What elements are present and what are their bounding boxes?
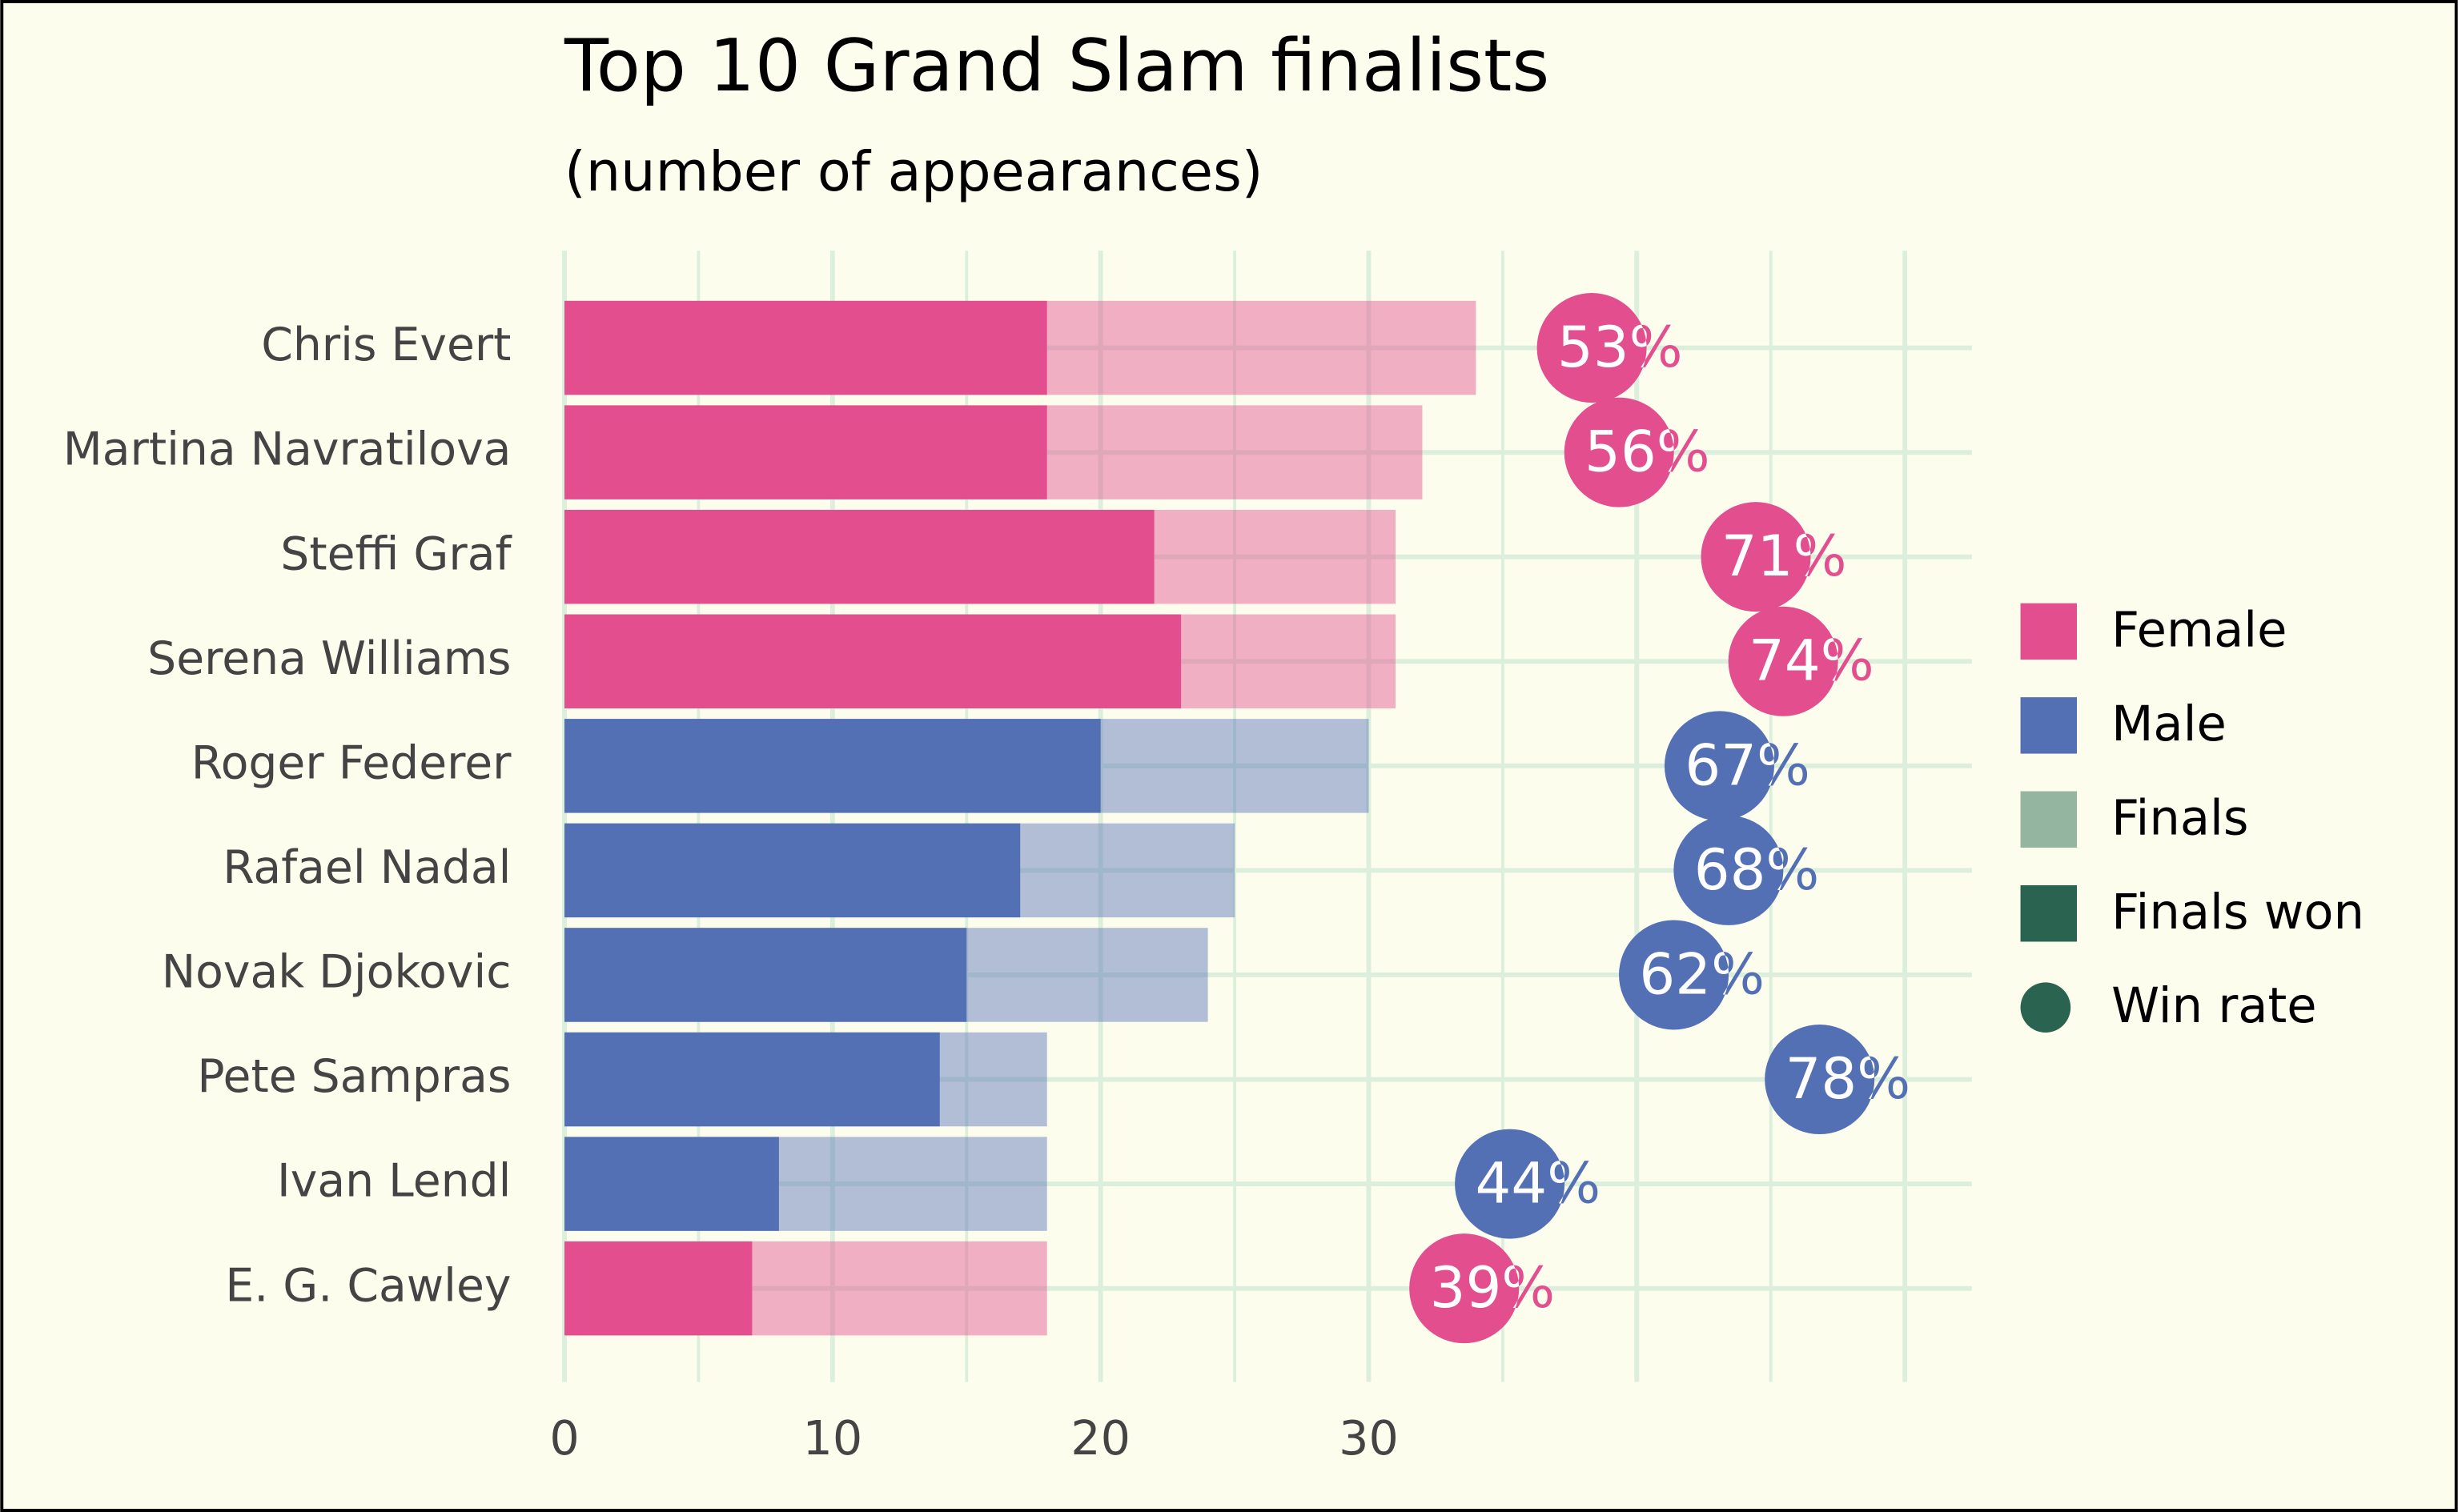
win-rate-label-inner: 67%	[1685, 732, 1810, 798]
chart-subtitle: (number of appearances)	[564, 140, 1263, 204]
win-rate-label-inner: 62%	[1639, 941, 1765, 1007]
chart-title: Top 10 Grand Slam finalists	[564, 24, 1549, 108]
win-rate-point	[1409, 1233, 1520, 1344]
y-tick-label: Rafael Nadal	[223, 841, 511, 894]
win-rate-point	[1728, 606, 1838, 716]
y-tick-label: Ivan Lendl	[277, 1155, 511, 1208]
legend-swatch	[2020, 982, 2071, 1033]
win-rate-label-inner: 44%	[1476, 1151, 1601, 1217]
x-tick-label: 30	[1339, 1410, 1399, 1466]
win-rate-point	[1701, 502, 1811, 612]
win-rate-point	[1765, 1025, 1875, 1135]
x-tick-label: 10	[802, 1410, 862, 1466]
y-tick-label: Pete Sampras	[197, 1050, 511, 1103]
x-tick-label: 0	[549, 1410, 579, 1466]
legend-swatch	[2020, 884, 2078, 942]
win-rate-label: 56%	[1584, 419, 1710, 485]
legend-label: Finals won	[2111, 884, 2364, 940]
legend-label: Finals	[2111, 790, 2248, 846]
win-rate-label: 62%	[1639, 941, 1765, 1007]
legend-swatch	[2020, 791, 2078, 848]
legend-label: Win rate	[2111, 978, 2316, 1034]
win-rate-label-inner: 74%	[1749, 628, 1874, 694]
win-rate-label: 74%	[1749, 628, 1874, 694]
y-tick-label: Roger Federer	[191, 736, 512, 789]
finals-won-bar	[564, 823, 1021, 918]
finals-won-bar	[564, 1137, 779, 1231]
win-rate-label-inner: 56%	[1584, 419, 1710, 485]
finals-won-bar	[564, 928, 967, 1022]
y-tick-label: Novak Djokovic	[162, 946, 512, 999]
y-tick-label: E. G. Cawley	[225, 1259, 511, 1312]
finals-won-bar	[564, 509, 1155, 604]
win-rate-label: 68%	[1694, 837, 1820, 903]
win-rate-point	[1619, 920, 1729, 1030]
win-rate-label: 67%	[1685, 732, 1810, 798]
y-tick-label: Martina Navratilova	[63, 423, 512, 476]
y-tick-label: Steffi Graf	[280, 527, 512, 580]
finals-won-bar	[564, 614, 1182, 708]
legend-swatch	[2020, 697, 2078, 754]
y-tick-label: Chris Evert	[261, 319, 511, 371]
win-rate-label: 39%	[1430, 1255, 1556, 1321]
win-rate-label-inner: 71%	[1721, 523, 1847, 589]
win-rate-label-inner: 39%	[1430, 1255, 1556, 1321]
win-rate-point	[1564, 397, 1674, 507]
win-rate-label-inner: 68%	[1694, 837, 1820, 903]
finals-won-bar	[564, 300, 1047, 395]
win-rate-label: 78%	[1785, 1046, 1911, 1112]
legend-label: Male	[2111, 696, 2227, 752]
legend-swatch	[2020, 603, 2078, 660]
win-rate-point	[1664, 711, 1774, 821]
win-rate-label-inner: 78%	[1785, 1046, 1911, 1112]
win-rate-label: 44%	[1476, 1151, 1601, 1217]
win-rate-label-inner: 53%	[1557, 315, 1683, 380]
win-rate-label: 71%	[1721, 523, 1847, 589]
finals-won-bar	[564, 405, 1047, 499]
finals-won-bar	[564, 1032, 940, 1127]
finals-won-bar	[564, 719, 1101, 813]
win-rate-point	[1673, 815, 1784, 925]
x-tick-label: 20	[1070, 1410, 1131, 1466]
win-rate-point	[1455, 1129, 1565, 1239]
finals-won-bar	[564, 1241, 753, 1336]
win-rate-label: 53%	[1557, 315, 1683, 380]
legend-label: Female	[2111, 602, 2287, 658]
y-tick-label: Serena Williams	[147, 632, 511, 685]
win-rate-point	[1536, 293, 1647, 403]
